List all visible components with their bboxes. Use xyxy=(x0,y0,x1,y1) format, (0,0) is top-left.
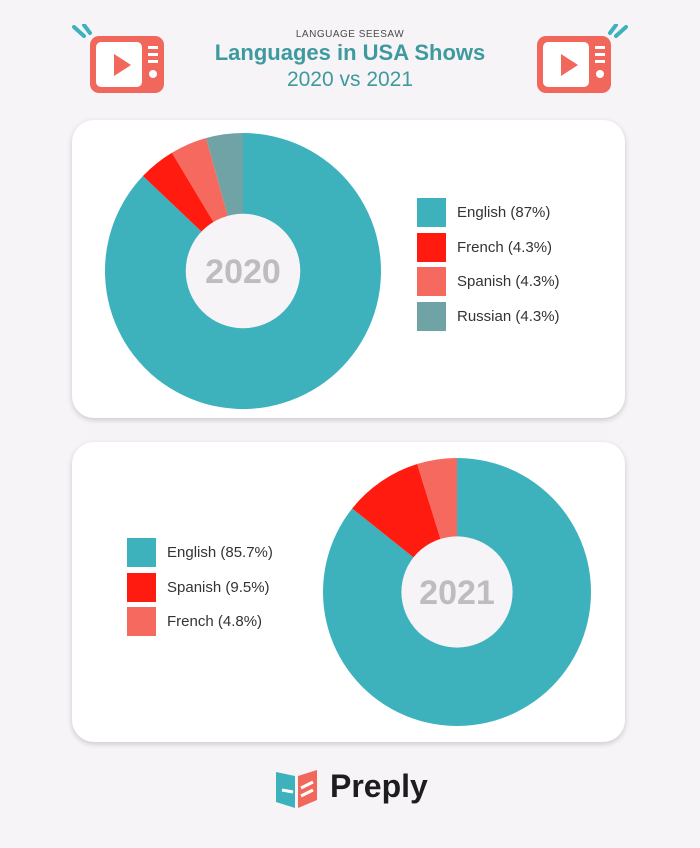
legend-swatch xyxy=(127,538,156,567)
legend-item-spanish: Spanish (9.5%) xyxy=(127,573,327,603)
legend-label: Russian (4.3%) xyxy=(457,308,560,325)
legend-item-french: French (4.3%) xyxy=(417,233,617,263)
donut-chart-2021: 2021 xyxy=(322,457,592,727)
legend-swatch xyxy=(417,267,446,296)
legend-swatch xyxy=(417,233,446,262)
center-year-label: 2021 xyxy=(419,574,495,612)
legend-item-spanish: Spanish (4.3%) xyxy=(417,267,617,297)
legend-swatch xyxy=(417,302,446,331)
preply-book-icon xyxy=(273,768,323,810)
legend-label: French (4.3%) xyxy=(457,239,552,256)
center-year-label: 2020 xyxy=(205,253,281,291)
legend-label: English (87%) xyxy=(457,204,550,221)
preply-logo: Preply xyxy=(273,768,433,810)
tv-play-icon xyxy=(535,24,630,101)
chart-card-2021: 2021 English (85.7%) Spanish (9.5%) French… xyxy=(72,442,625,742)
legend-label: French (4.8%) xyxy=(167,613,262,630)
legend-item-russian: Russian (4.3%) xyxy=(417,302,617,332)
legend-swatch xyxy=(127,573,156,602)
legend-label: English (85.7%) xyxy=(167,544,273,561)
legend-swatch xyxy=(127,607,156,636)
legend-swatch xyxy=(417,198,446,227)
legend-label: Spanish (9.5%) xyxy=(167,579,270,596)
donut-chart-2020: 2020 xyxy=(104,132,382,410)
legend-item-english: English (87%) xyxy=(417,198,617,228)
legend-item-french: French (4.8%) xyxy=(127,607,327,637)
legend-item-english: English (85.7%) xyxy=(127,538,327,568)
chart-card-2020: 2020 English (87%) French (4.3%) Spanish (… xyxy=(72,120,625,418)
brand-name: Preply xyxy=(330,768,428,805)
legend-label: Spanish (4.3%) xyxy=(457,273,560,290)
header: LANGUAGE SEESAW Languages in USA Shows 2… xyxy=(0,0,700,110)
